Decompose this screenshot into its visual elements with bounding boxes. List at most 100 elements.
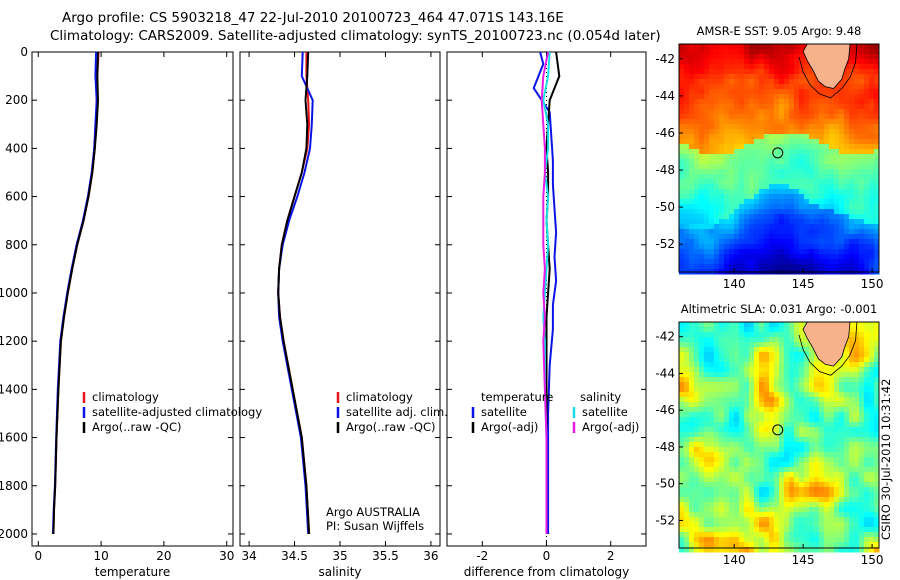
depth-tick-label: 1200	[0, 334, 28, 348]
map-cell	[694, 402, 700, 408]
map-cell	[769, 64, 775, 70]
map-cell	[764, 229, 770, 235]
map-cell	[729, 532, 735, 538]
map-cell	[864, 357, 870, 363]
map-cell	[874, 432, 880, 438]
map-cell	[809, 542, 815, 548]
map-cell	[829, 497, 835, 503]
map-cell	[684, 547, 690, 553]
map-cell	[749, 199, 755, 205]
map-cell	[784, 149, 790, 155]
map-cell	[744, 397, 750, 403]
map-cell	[794, 94, 800, 100]
map-cell	[804, 164, 810, 170]
map-cell	[834, 204, 840, 210]
map-cell	[774, 472, 780, 478]
map-cell	[849, 139, 855, 145]
map-cell	[689, 347, 695, 353]
map-cell	[734, 124, 740, 130]
map-cell	[829, 264, 835, 270]
map-cell	[684, 69, 690, 75]
map-cell	[864, 219, 870, 225]
map-cell	[859, 412, 865, 418]
map-cell	[869, 382, 875, 388]
map-cell	[874, 502, 880, 508]
map-cell	[709, 264, 715, 270]
map-cell	[709, 357, 715, 363]
map-cell	[754, 472, 760, 478]
map-cell	[839, 244, 845, 250]
map-cell	[844, 502, 850, 508]
map-cell	[809, 387, 815, 393]
map-cell	[864, 452, 870, 458]
map-cell	[754, 229, 760, 235]
map-cell	[849, 264, 855, 270]
map-cell	[744, 387, 750, 393]
map-cell	[724, 467, 730, 473]
map-cell	[849, 427, 855, 433]
map-cell	[754, 512, 760, 518]
map-cell	[874, 492, 880, 498]
map-cell	[829, 447, 835, 453]
map-cell	[829, 184, 835, 190]
map-cell	[814, 357, 820, 363]
map-cell	[734, 89, 740, 95]
map-cell	[734, 452, 740, 458]
map-cell	[779, 452, 785, 458]
map-cell	[834, 422, 840, 428]
map-cell	[769, 244, 775, 250]
map-cell	[729, 402, 735, 408]
map-cell	[699, 517, 705, 523]
map-cell	[794, 462, 800, 468]
map-cell	[764, 64, 770, 70]
map-cell	[849, 332, 855, 338]
map-cell	[754, 492, 760, 498]
map-cell	[789, 522, 795, 528]
map-cell	[709, 457, 715, 463]
map-cell	[834, 462, 840, 468]
map-cell	[839, 149, 845, 155]
map-cell	[709, 332, 715, 338]
map-cell	[769, 69, 775, 75]
map-cell	[809, 194, 815, 200]
map-cell	[799, 129, 805, 135]
map-cell	[739, 184, 745, 190]
map-cell	[864, 402, 870, 408]
map-cell	[829, 129, 835, 135]
map-cell	[729, 209, 735, 215]
map-cell	[789, 467, 795, 473]
map-cell	[799, 159, 805, 165]
map-cell	[814, 94, 820, 100]
map-cell	[694, 542, 700, 548]
map-cell	[804, 477, 810, 483]
map-cell	[859, 357, 865, 363]
map-cell	[864, 59, 870, 65]
map-cell	[709, 517, 715, 523]
map-cell	[719, 377, 725, 383]
map-cell	[819, 159, 825, 165]
profile-location-marker	[772, 147, 784, 159]
map-cell	[864, 134, 870, 140]
map-cell	[719, 452, 725, 458]
map-cell	[799, 234, 805, 240]
map-cell	[744, 214, 750, 220]
temperature-xtick-label: 0	[34, 549, 42, 563]
map-cell	[739, 59, 745, 65]
map-cell	[769, 352, 775, 358]
map-cell	[779, 119, 785, 125]
map-cell	[684, 412, 690, 418]
map-cell	[684, 402, 690, 408]
map-cell	[809, 512, 815, 518]
map-cell	[844, 377, 850, 383]
map-cell	[684, 254, 690, 260]
map-cell	[854, 362, 860, 368]
map-cell	[789, 169, 795, 175]
map-cell	[694, 229, 700, 235]
map-cell	[759, 462, 765, 468]
map-cell	[864, 114, 870, 120]
map-cell	[689, 512, 695, 518]
map-cell	[699, 194, 705, 200]
map-cell	[739, 264, 745, 270]
map-cell	[739, 357, 745, 363]
map-cell	[789, 249, 795, 255]
